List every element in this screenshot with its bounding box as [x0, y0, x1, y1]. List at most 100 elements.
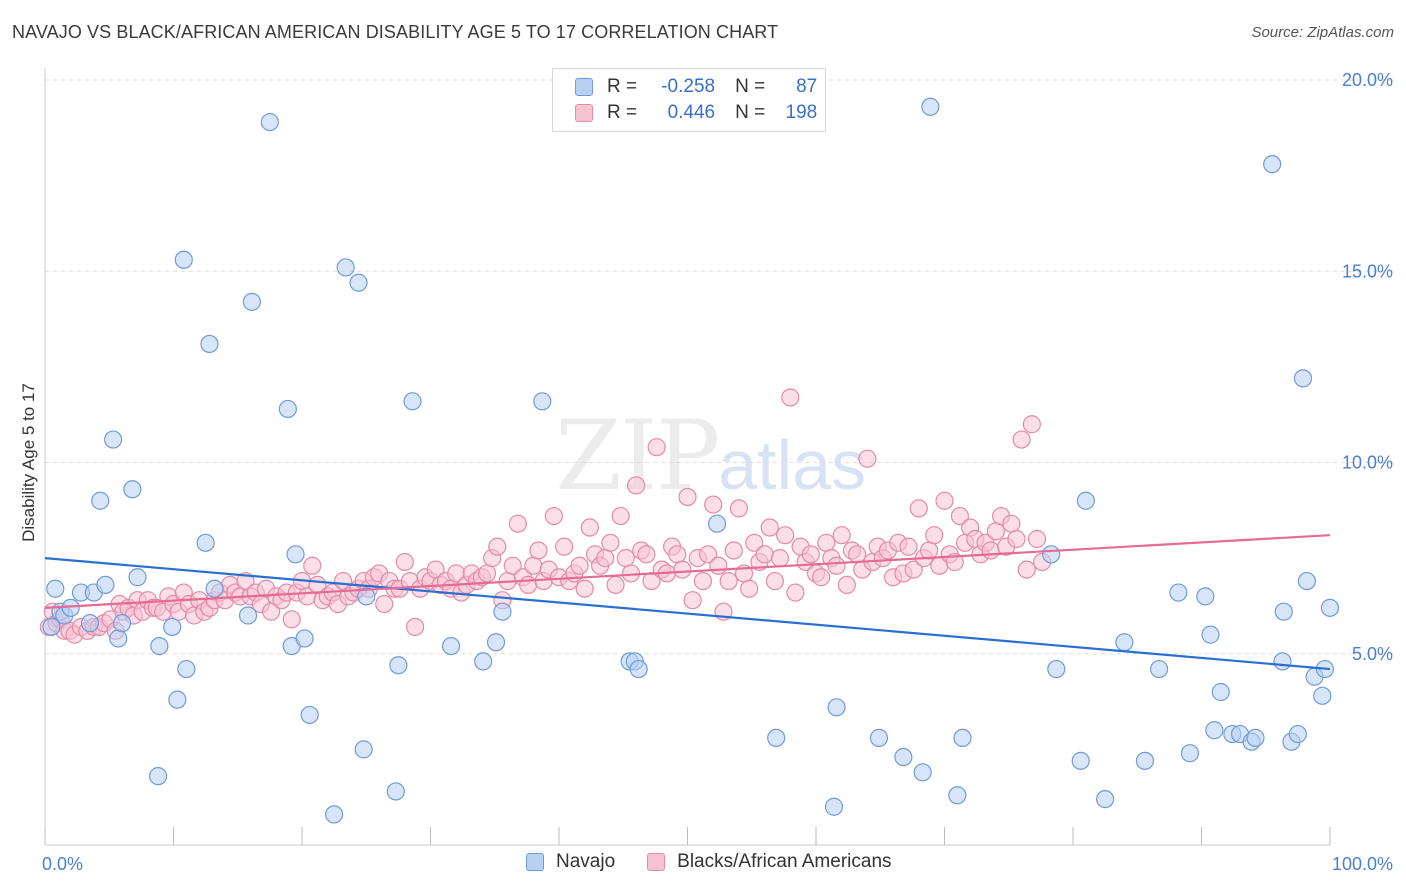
- black-point: [580, 518, 599, 537]
- navajo-point: [357, 587, 376, 606]
- navajo-point: [336, 258, 355, 277]
- navajo-point: [1042, 545, 1061, 564]
- black-point: [986, 522, 1006, 541]
- black-point: [673, 560, 692, 579]
- navajo-point: [128, 568, 147, 587]
- navajo-point: [325, 805, 344, 824]
- navajo-point: [869, 728, 889, 748]
- navajo-point: [1201, 625, 1220, 644]
- navajo-point: [112, 614, 132, 633]
- black-point: [812, 568, 831, 587]
- legend-n-value: 198: [785, 102, 818, 123]
- navajo-point: [148, 767, 168, 786]
- navajo-point: [1196, 587, 1215, 606]
- black-point: [1002, 514, 1021, 533]
- navajo-point: [46, 579, 65, 598]
- black-point: [925, 526, 944, 545]
- black-point: [683, 591, 702, 610]
- source-label: Source: ZipAtlas.com: [1251, 24, 1394, 41]
- navajo-point: [295, 629, 314, 648]
- navajo-point: [174, 250, 193, 269]
- black-point: [405, 617, 425, 637]
- black-point: [606, 575, 625, 595]
- black-point: [776, 526, 795, 545]
- black-point: [626, 476, 646, 495]
- black-point: [709, 556, 728, 575]
- black-point: [508, 514, 527, 533]
- navajo-point: [386, 782, 405, 801]
- black-point: [1027, 529, 1047, 549]
- navajo-point: [260, 112, 279, 132]
- navajo-point: [493, 602, 512, 621]
- navajo-point: [238, 606, 258, 625]
- legend-r-value: 0.446: [667, 102, 716, 123]
- navajo-point: [1211, 682, 1230, 702]
- navajo-point: [629, 659, 648, 679]
- navajo-point: [707, 514, 727, 533]
- legend-item-navajo[interactable]: Navajo: [526, 851, 615, 873]
- series-legend: Navajo Blacks/African Americans: [526, 851, 924, 873]
- black-point: [519, 575, 538, 595]
- black-point: [719, 571, 738, 591]
- black-swatch: [575, 104, 593, 122]
- black-point: [544, 506, 563, 526]
- black-point: [745, 533, 764, 552]
- navajo-point: [168, 690, 187, 709]
- navajo-point: [1047, 659, 1066, 679]
- navajo-point: [953, 728, 972, 748]
- black-point: [817, 533, 836, 552]
- legend-item-black[interactable]: Blacks/African Americans: [647, 851, 892, 873]
- navajo-point: [1274, 602, 1293, 621]
- black-point: [832, 526, 851, 545]
- navajo-point: [1096, 789, 1115, 809]
- navajo-point: [913, 763, 932, 782]
- black-point: [786, 583, 805, 602]
- chart-title: NAVAJO VS BLACK/AFRICAN AMERICAN DISABIL…: [12, 22, 779, 42]
- navajo-point: [403, 392, 422, 411]
- navajo-point: [441, 636, 461, 656]
- navajo-point: [242, 292, 261, 311]
- legend-r-label: R =: [607, 102, 638, 123]
- x-tick-label: 0.0%: [42, 854, 83, 874]
- navajo-point: [96, 575, 115, 595]
- black-point: [647, 438, 666, 457]
- legend-n-label: N =: [735, 102, 766, 123]
- navajo-point: [104, 430, 123, 449]
- black-point: [801, 545, 820, 564]
- navajo-point: [1293, 369, 1313, 388]
- navajo-point: [948, 786, 967, 805]
- navajo-point: [177, 659, 196, 679]
- y-tick-label: 10.0%: [1342, 453, 1393, 473]
- black-point: [760, 518, 779, 537]
- legend-r-value: -0.258: [661, 76, 716, 97]
- black-point: [668, 545, 687, 564]
- navajo-point: [827, 698, 846, 717]
- legend-n-value: 87: [796, 76, 818, 97]
- black-point: [935, 491, 954, 510]
- navajo-point: [1263, 155, 1282, 174]
- black-point: [477, 564, 497, 583]
- navajo-point: [1273, 652, 1292, 671]
- black-point: [904, 560, 923, 579]
- navajo-point: [80, 614, 100, 633]
- navajo-point: [200, 334, 219, 354]
- navajo-legend-label: Navajo: [556, 851, 616, 872]
- navajo-point: [163, 617, 182, 637]
- black-point: [827, 556, 846, 575]
- data-points: [39, 97, 1340, 824]
- y-tick-label: 20.0%: [1342, 70, 1393, 90]
- black-point: [704, 495, 723, 514]
- black-point: [899, 537, 918, 556]
- navajo-point: [42, 617, 61, 637]
- black-point: [1012, 430, 1031, 449]
- black-point: [740, 579, 759, 598]
- black-point: [755, 545, 774, 564]
- navajo-point: [1071, 751, 1090, 770]
- black-point: [616, 549, 635, 568]
- legend-row-black: R = 0.446 N = 198: [575, 101, 817, 125]
- navajo-point: [1320, 598, 1340, 617]
- black-trend-line: [44, 534, 1331, 609]
- black-point: [698, 545, 718, 564]
- black-point: [488, 537, 507, 556]
